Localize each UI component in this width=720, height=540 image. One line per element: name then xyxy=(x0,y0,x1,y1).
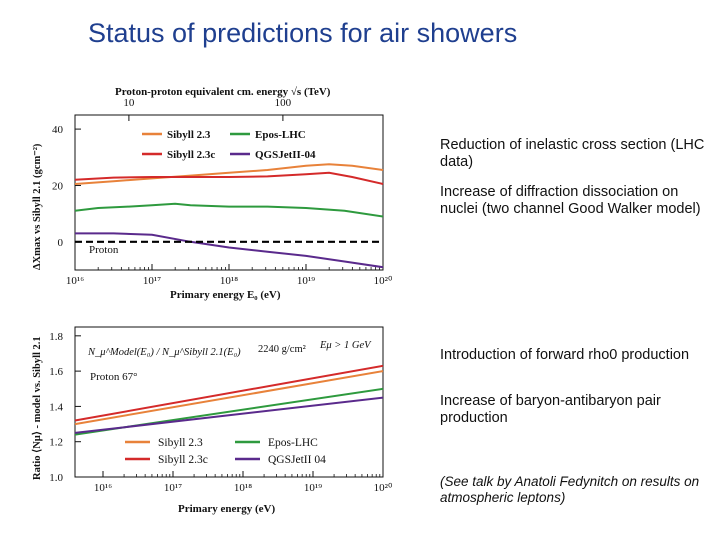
top-secondary-tick-label: 10 xyxy=(123,97,135,109)
top-legend-sibyll23: Sibyll 2.3 xyxy=(167,129,211,141)
top-x-tick-label: 10²⁰ xyxy=(374,275,393,287)
top-proton-annotation: Proton xyxy=(89,244,119,256)
note-rho0: Introduction of forward rho0 production xyxy=(440,347,690,363)
top-legend-qgsjet: QGSJetII-04 xyxy=(255,149,316,161)
bottom-y-ticks: 1.0 1.2 1.4 1.6 1.8 xyxy=(49,331,81,484)
top-series-qgsjet xyxy=(75,232,384,269)
top-legend: Sibyll 2.3 Sibyll 2.3c Epos-LHC QGSJetII… xyxy=(142,129,316,161)
top-axis-label: Proton-proton equivalent cm. energy √s (… xyxy=(115,86,331,98)
top-secondary-tick-label: 100 xyxy=(275,97,292,109)
note-diffraction: Increase of diffraction dissociation on … xyxy=(440,184,701,217)
bottom-y-tick-label: 1.2 xyxy=(49,437,63,449)
bottom-y-tick-label: 1.0 xyxy=(49,472,63,484)
bottom-y-tick-label: 1.4 xyxy=(49,401,63,413)
top-series-sibyll23 xyxy=(74,163,384,185)
top-x-label: Primary energy E₀ (eV) xyxy=(170,289,281,301)
note-see-talk: (See talk by Anatoli Fedynitch on result… xyxy=(440,474,700,505)
top-x-tick-label: 10¹⁷ xyxy=(143,275,161,287)
bottom-series-sibyll23 xyxy=(74,370,384,426)
bottom-muon-label: Eμ > 1 GeV xyxy=(319,340,372,351)
bottom-x-tick-label: 10²⁰ xyxy=(374,482,393,494)
top-series-sibyll23c xyxy=(74,171,384,185)
top-x-tick-label: 10¹⁶ xyxy=(66,275,84,287)
top-legend-epos: Epos-LHC xyxy=(255,129,306,141)
bottom-x-ticks: 10¹⁶ 10¹⁷ 10¹⁸ 10¹⁹ 10²⁰ xyxy=(94,471,393,494)
bottom-series-lines xyxy=(74,364,384,436)
top-y-label: ΔXmax vs Sibyll 2.1 (gcm⁻²) xyxy=(32,143,43,270)
top-y-tick-label: 20 xyxy=(52,180,64,192)
bottom-x-tick-label: 10¹⁸ xyxy=(234,482,252,494)
bottom-series-sibyll23c xyxy=(74,364,384,422)
bottom-x-tick-label: 10¹⁷ xyxy=(164,482,182,494)
top-series-epos xyxy=(74,202,384,218)
bottom-legend-epos: Epos-LHC xyxy=(268,437,318,449)
top-x-tick-label: 10¹⁸ xyxy=(220,275,238,287)
top-x-tick-label: 10¹⁹ xyxy=(297,275,315,287)
note-cross-section: Reduction of inelastic cross section (LH… xyxy=(440,137,705,170)
top-y-tick-label: 40 xyxy=(52,124,64,136)
bottom-ratio-label: N_μ^Model(E₀) / N_μ^Sibyll 2.1(E₀) xyxy=(87,347,241,358)
bottom-legend-sibyll23c: Sibyll 2.3c xyxy=(158,454,208,466)
top-y-tick-label: 0 xyxy=(58,237,64,249)
bottom-proton-annotation: Proton 67° xyxy=(90,371,138,383)
top-x-ticks: 10¹⁶ 10¹⁷ 10¹⁸ 10¹⁹ 10²⁰ xyxy=(66,264,393,287)
bottom-x-tick-label: 10¹⁹ xyxy=(304,482,322,494)
bottom-depth-label: 2240 g/cm² xyxy=(258,344,306,355)
top-y-ticks: 0 20 40 xyxy=(52,124,81,249)
bottom-y-tick-label: 1.8 xyxy=(49,331,63,343)
bottom-y-label: Ratio ⟨Nμ⟩ - model vs. Sibyll 2.1 xyxy=(31,336,43,480)
top-legend-sibyll23c: Sibyll 2.3c xyxy=(167,149,215,161)
bottom-x-label: Primary energy (eV) xyxy=(178,503,275,515)
bottom-y-tick-label: 1.6 xyxy=(49,366,63,378)
bottom-legend-sibyll23: Sibyll 2.3 xyxy=(158,437,203,449)
bottom-legend: Sibyll 2.3 Sibyll 2.3c Epos-LHC QGSJetII… xyxy=(125,437,326,466)
top-series-lines xyxy=(74,163,384,269)
top-secondary-ticks: 10 100 xyxy=(123,97,292,121)
bottom-chart: 10¹⁶ 10¹⁷ 10¹⁸ 10¹⁹ 10²⁰ 1.0 1.2 1.4 1.6 1.8 Pri… xyxy=(31,326,393,515)
bottom-legend-qgsjet: QGSJetII 04 xyxy=(268,454,326,466)
bottom-series-qgsjet xyxy=(74,396,384,434)
slide-title: Status of predictions for air showers xyxy=(88,18,518,48)
bottom-x-tick-label: 10¹⁶ xyxy=(94,482,112,494)
note-baryon: Increase of baryon-antibaryon pair produ… xyxy=(440,393,661,426)
bottom-frame xyxy=(74,326,384,478)
top-chart: Proton-proton equivalent cm. energy √s (… xyxy=(32,86,393,301)
